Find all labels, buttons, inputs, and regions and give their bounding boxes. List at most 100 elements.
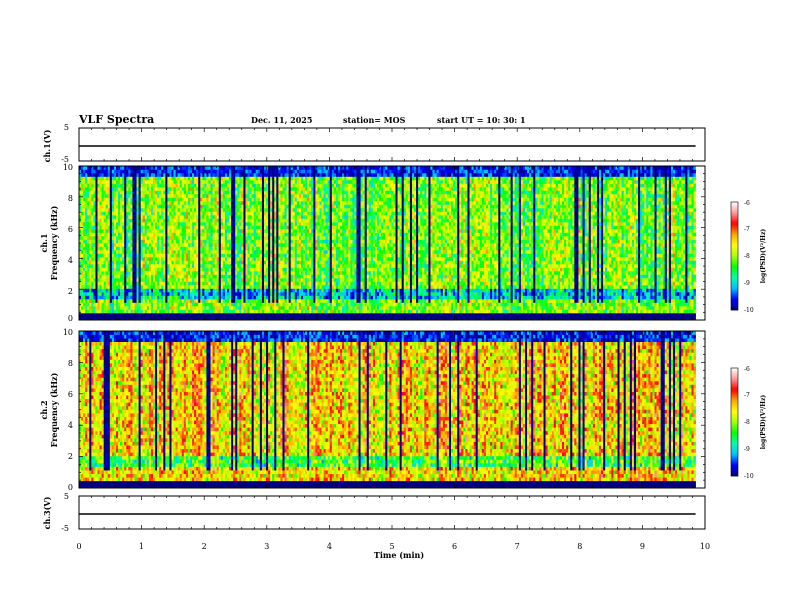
spectrogram-cell	[85, 233, 87, 237]
spectrogram-cell	[112, 243, 114, 247]
spectrogram-cell	[95, 292, 97, 296]
spectrogram-cell	[126, 243, 128, 247]
spectrogram-cell	[118, 310, 120, 314]
spectrogram-cell	[118, 198, 120, 202]
spectrogram-cell	[91, 306, 93, 310]
spectrogram-cell	[87, 264, 89, 268]
spectrogram-cell	[110, 194, 112, 198]
spectrogram-cell	[93, 306, 95, 310]
spectrogram-cell	[95, 303, 97, 307]
spectrogram-cell	[118, 226, 120, 230]
spectrogram-cell	[108, 292, 110, 296]
spectrogram-cell	[100, 313, 102, 317]
spectrogram-cell	[126, 177, 128, 181]
spectrogram-cell	[126, 240, 128, 244]
spectrogram-cell	[102, 170, 104, 174]
spectrogram-cell	[126, 257, 128, 261]
spectrogram-cell	[124, 201, 126, 205]
spectrogram-cell	[87, 285, 89, 289]
spectrogram-cell	[126, 282, 128, 286]
spectrogram-cell	[104, 247, 106, 251]
spectrogram-cell	[108, 282, 110, 286]
spectrogram-cell	[89, 299, 91, 303]
spectrogram-cell	[100, 198, 102, 202]
spectrogram-cell	[93, 254, 95, 258]
spectrogram-cell	[93, 313, 95, 317]
spectrogram-cell	[89, 184, 91, 188]
spectrogram-cell	[98, 306, 100, 310]
spectrogram-cell	[95, 240, 97, 244]
spectrogram-cell	[81, 268, 83, 272]
spectrogram-cell	[106, 285, 108, 289]
spectrogram-cell	[98, 303, 100, 307]
spectrogram-cell	[106, 187, 108, 191]
ch1-spectrogram-panel: 0 2 4 6 8 10 ch.1 Frequency (kHz) -6 -7 …	[39, 163, 767, 323]
spectrogram-cell	[128, 201, 130, 205]
spectrogram-cell	[87, 180, 89, 184]
spectrogram-cell	[128, 177, 130, 181]
spectrogram-cell	[91, 299, 93, 303]
spectrogram-cell	[95, 215, 97, 219]
spectrogram-cell	[112, 187, 114, 191]
spectrogram-cell	[116, 247, 118, 251]
spectrogram-cell	[98, 261, 100, 265]
spectrogram-cell	[95, 278, 97, 282]
spectrogram-cell	[112, 313, 114, 317]
spectrogram-cell	[114, 177, 116, 181]
spectrogram-cell	[104, 233, 106, 237]
spectrogram-cell	[128, 219, 130, 223]
spectrogram-cell	[130, 180, 132, 184]
spectrogram-cell	[128, 247, 130, 251]
spectrogram-cell	[120, 194, 122, 198]
spectrogram-cell	[120, 271, 122, 275]
spectrogram-cell	[108, 240, 110, 244]
spectrogram-cell	[106, 261, 108, 265]
spectrogram-cell	[128, 257, 130, 261]
spectrogram-cell	[120, 201, 122, 205]
spectrogram-cell	[124, 170, 126, 174]
spectrogram-cell	[112, 254, 114, 258]
spectrogram-cell	[104, 180, 106, 184]
spectrogram-cell	[89, 247, 91, 251]
spectrogram-cell	[124, 310, 126, 314]
spectrogram-cell	[126, 226, 128, 230]
spectrogram-cell	[102, 299, 104, 303]
spectrogram-cell	[130, 205, 132, 209]
spectrogram-cell	[112, 271, 114, 275]
spectrogram-cell	[98, 198, 100, 202]
spectrogram-cell	[110, 250, 112, 254]
spectrogram-cell	[114, 264, 116, 268]
spectrogram-cell	[120, 212, 122, 216]
spectrogram-cell	[128, 187, 130, 191]
spectrogram-cell	[130, 282, 132, 286]
spectrogram-cell	[128, 215, 130, 219]
spectrogram-cell	[120, 222, 122, 226]
spectrogram-cell	[116, 303, 118, 307]
spectrogram-cell	[126, 212, 128, 216]
spectrogram-cell	[110, 180, 112, 184]
spectrogram-cell	[91, 289, 93, 293]
spectrogram-cell	[120, 229, 122, 233]
spectrogram-cell	[91, 257, 93, 261]
spectrogram-cell	[83, 313, 85, 317]
spectrogram-cell	[124, 233, 126, 237]
spectrogram-cell	[116, 299, 118, 303]
spectrogram-cell	[126, 268, 128, 272]
spectrogram-cell	[126, 180, 128, 184]
spectrogram-cell	[130, 208, 132, 212]
spectrogram-cell	[130, 275, 132, 279]
spectrogram-cell	[130, 296, 132, 300]
spectrogram-cell	[85, 261, 87, 265]
spectrogram-cell	[128, 296, 130, 300]
spectrogram-cell	[100, 212, 102, 216]
spectrogram-cell	[112, 247, 114, 251]
spectrogram-cell	[83, 243, 85, 247]
spectrogram-cell	[110, 278, 112, 282]
spectrogram-cell	[124, 289, 126, 293]
spectrogram-cell	[98, 208, 100, 212]
spectrogram-cell	[128, 271, 130, 275]
spectrogram-cell	[108, 191, 110, 195]
spectrogram-cell	[87, 166, 89, 170]
spectrogram-cell	[85, 264, 87, 268]
spectrogram-cell	[124, 215, 126, 219]
